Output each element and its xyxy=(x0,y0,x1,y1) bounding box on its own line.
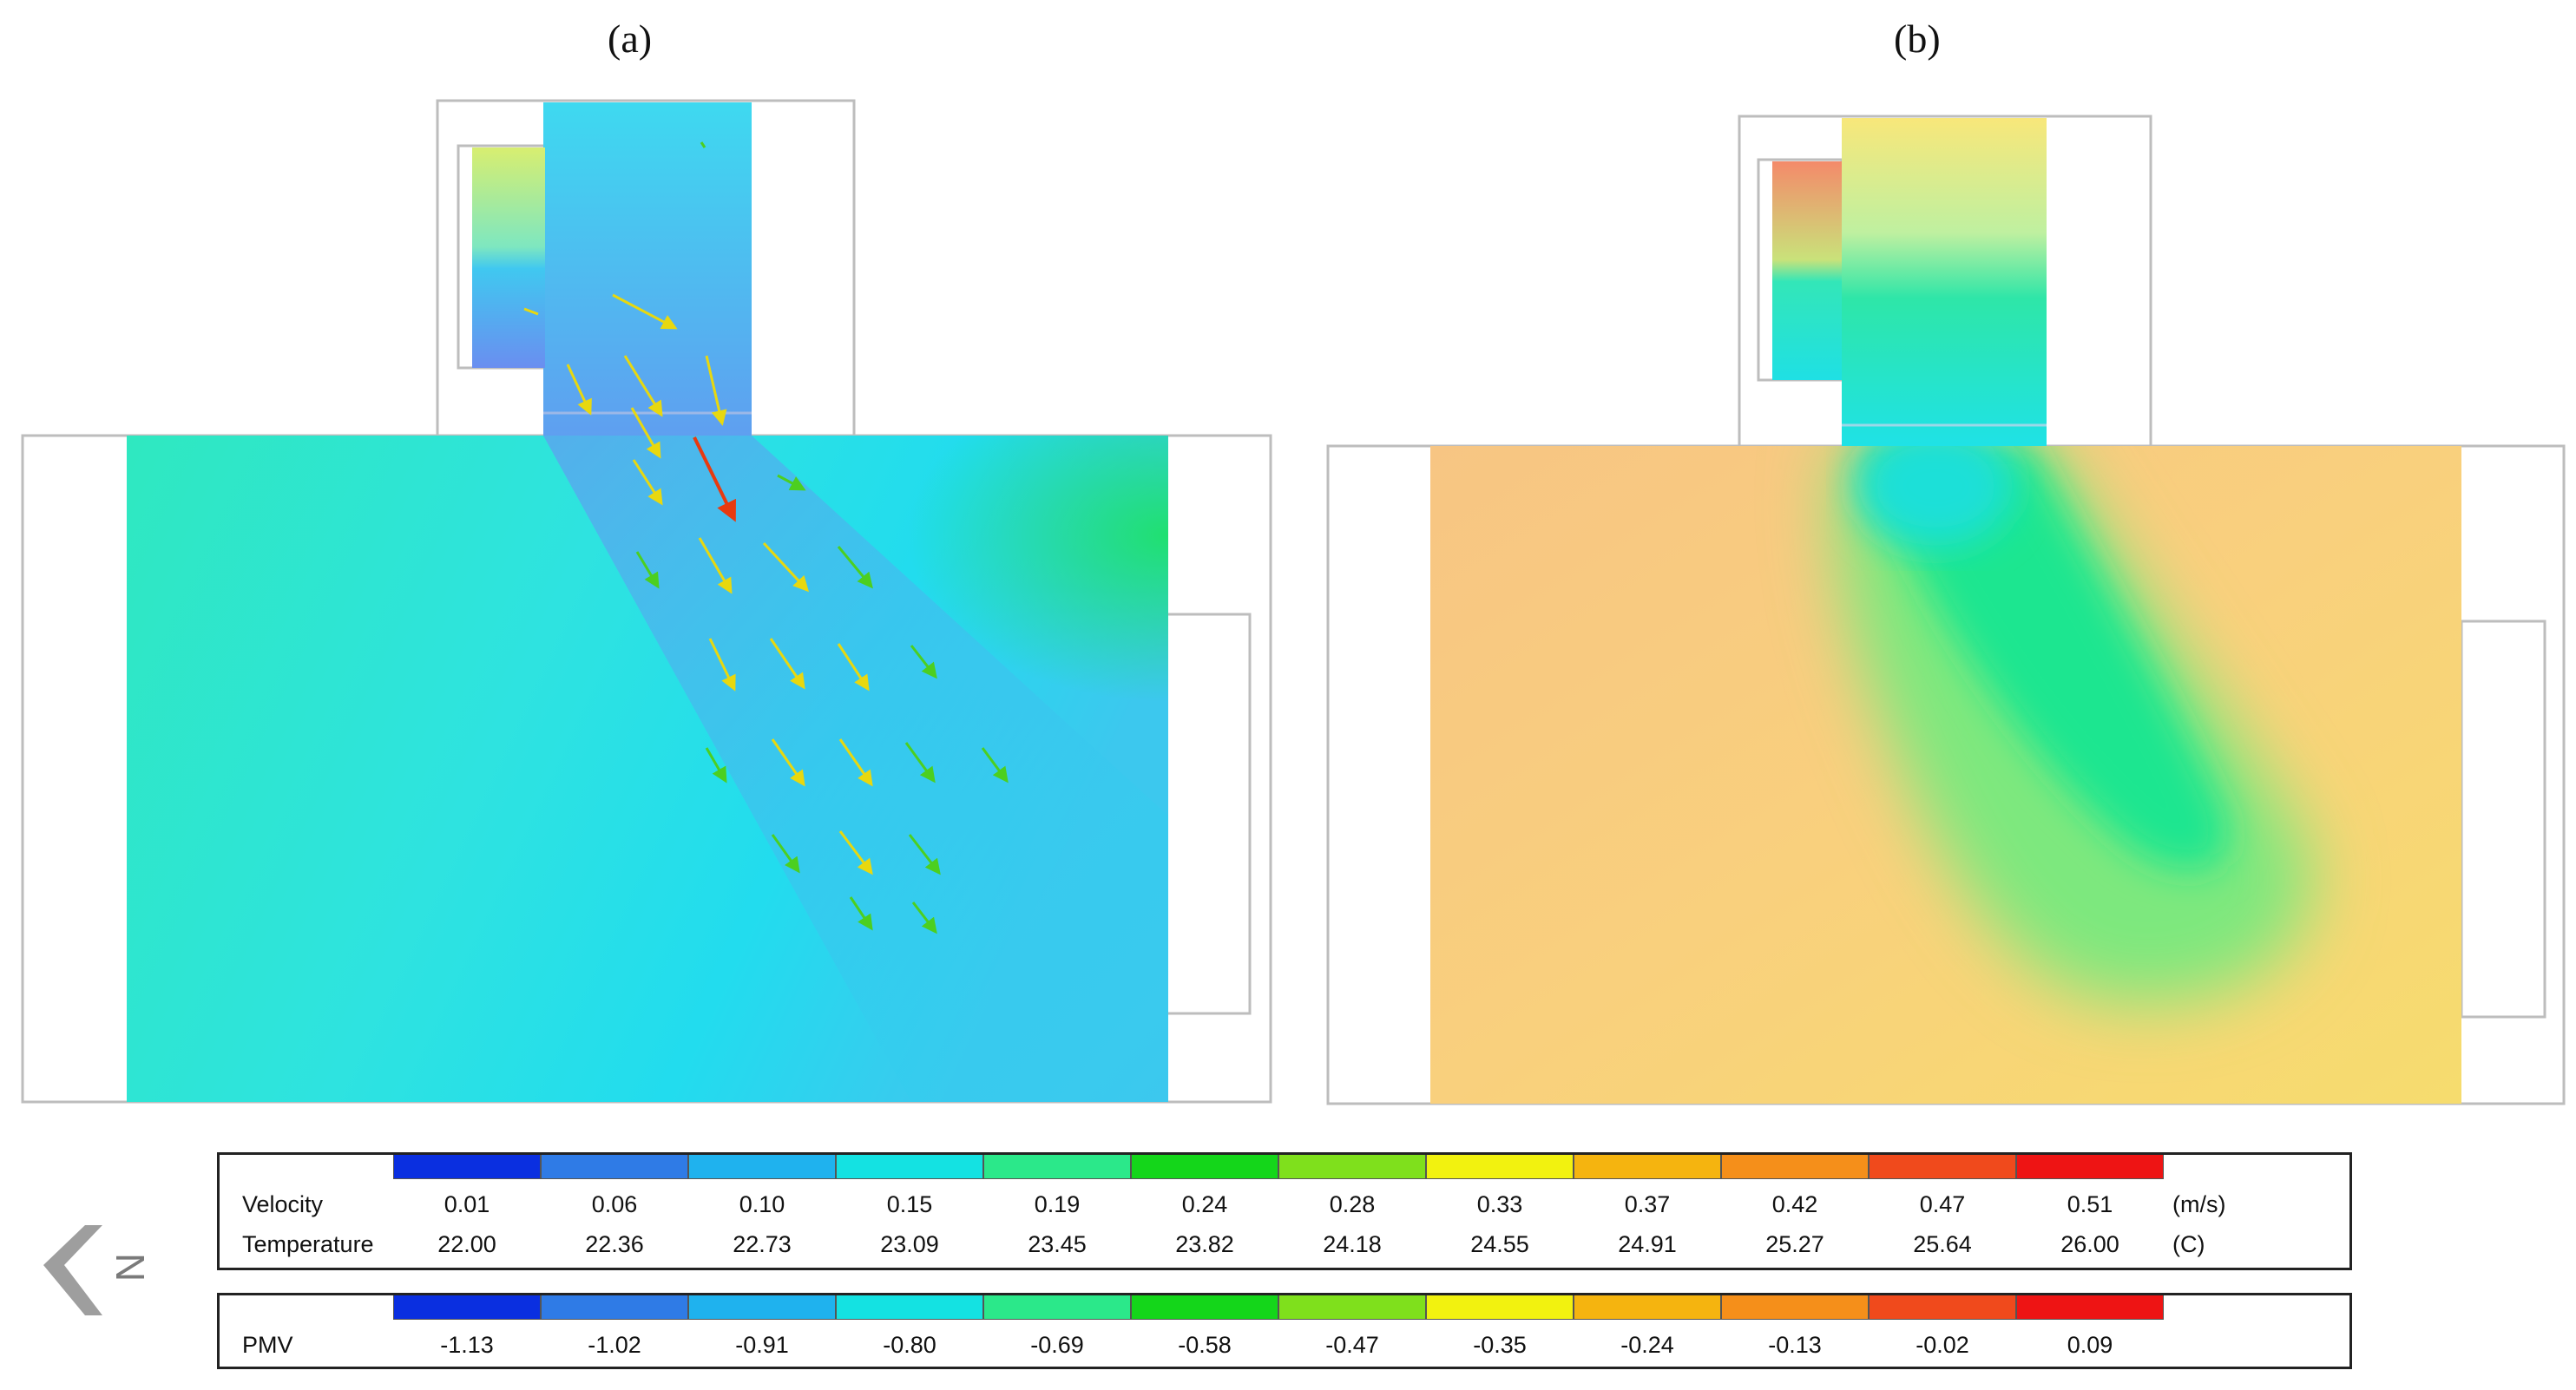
caption-a: (a) xyxy=(608,16,653,61)
temperature-value: 24.55 xyxy=(1470,1231,1529,1257)
compass-direction-label: N xyxy=(108,1253,153,1282)
color-swatch-6 xyxy=(1278,1295,1426,1320)
pmv-value: -0.91 xyxy=(735,1332,789,1358)
velocity-value: 0.47 xyxy=(1919,1191,1966,1217)
color-swatch-8 xyxy=(1574,1155,1721,1179)
color-swatch-10 xyxy=(1869,1155,2016,1179)
velocity-label: Velocity xyxy=(242,1191,324,1217)
velocity-value: 0.51 xyxy=(2067,1191,2113,1217)
velocity-value: 0.06 xyxy=(591,1191,638,1217)
temperature-value: 22.73 xyxy=(733,1231,792,1257)
velocity-value: 0.37 xyxy=(1624,1191,1671,1217)
pmv-inlet-b xyxy=(1842,118,2047,446)
pmv-value: -0.47 xyxy=(1325,1332,1379,1358)
legend-pmv: PMV -1.13 -1.02 -0.91 -0.80 -0.69 -0.58 -0.47 -… xyxy=(217,1293,2352,1369)
temperature-value: 22.00 xyxy=(437,1231,496,1257)
pmv-value: -0.02 xyxy=(1916,1332,1969,1358)
temperature-value: 23.82 xyxy=(1175,1231,1234,1257)
color-swatch-5 xyxy=(1131,1295,1278,1320)
color-swatch-5 xyxy=(1131,1155,1278,1179)
pmv-value: 0.09 xyxy=(2067,1332,2113,1358)
pmv-value: -1.02 xyxy=(588,1332,641,1358)
color-swatch-7 xyxy=(1426,1155,1574,1179)
velocity-value: 0.19 xyxy=(1034,1191,1081,1217)
temperature-value: 25.27 xyxy=(1765,1231,1824,1257)
color-swatch-8 xyxy=(1574,1295,1721,1320)
color-swatch-9 xyxy=(1721,1155,1869,1179)
temperature-unit: (C) xyxy=(2172,1231,2205,1257)
pmv-label: PMV xyxy=(242,1332,293,1358)
color-swatch-2 xyxy=(688,1295,836,1320)
velocity-plume-a xyxy=(543,436,1168,1102)
caption-b: (b) xyxy=(1894,16,1941,61)
north-compass-icon: N xyxy=(43,1225,153,1315)
color-swatch-9 xyxy=(1721,1295,1869,1320)
color-swatch-0 xyxy=(393,1295,541,1320)
velocity-unit: (m/s) xyxy=(2172,1191,2226,1217)
temperature-value: 26.00 xyxy=(2060,1231,2119,1257)
legend-velocity-temperature: Velocity Temperature 0.01 0.06 0.10 0.15 0.1… xyxy=(217,1152,2352,1270)
color-swatch-2 xyxy=(688,1155,836,1179)
pmv-value: -1.13 xyxy=(440,1332,494,1358)
color-swatch-3 xyxy=(836,1155,983,1179)
side-box-outline-b xyxy=(2460,620,2546,1019)
pmv-value: -0.69 xyxy=(1030,1332,1084,1358)
color-swatch-11 xyxy=(2016,1295,2164,1320)
temperature-value: 24.18 xyxy=(1323,1231,1382,1257)
color-swatch-1 xyxy=(541,1295,688,1320)
color-swatch-3 xyxy=(836,1295,983,1320)
velocity-value: 0.33 xyxy=(1476,1191,1523,1217)
temperature-value: 23.09 xyxy=(880,1231,939,1257)
temperature-value: 24.91 xyxy=(1618,1231,1677,1257)
color-swatch-4 xyxy=(983,1295,1131,1320)
pmv-value: -0.24 xyxy=(1620,1332,1674,1358)
pmv-value: -0.58 xyxy=(1178,1332,1232,1358)
pmv-small-zone-b xyxy=(1772,161,1842,380)
pmv-value: -0.80 xyxy=(883,1332,936,1358)
color-swatch-10 xyxy=(1869,1295,2016,1320)
color-swatch-11 xyxy=(2016,1155,2164,1179)
color-scale-bar-pmv xyxy=(393,1295,2164,1320)
color-swatch-4 xyxy=(983,1155,1131,1179)
temperature-label: Temperature xyxy=(242,1231,374,1257)
compass-arrow-icon xyxy=(43,1225,102,1315)
color-swatch-6 xyxy=(1278,1155,1426,1179)
temperature-value: 22.36 xyxy=(585,1231,644,1257)
velocity-inlet-a xyxy=(543,102,752,436)
pmv-cool-plume-core xyxy=(1866,446,2229,870)
velocity-vectors xyxy=(523,141,1009,934)
pmv-value: -0.13 xyxy=(1768,1332,1822,1358)
velocity-value: 0.42 xyxy=(1771,1191,1818,1217)
velocity-value: 0.24 xyxy=(1181,1191,1228,1217)
velocity-value: 0.15 xyxy=(886,1191,933,1217)
color-swatch-0 xyxy=(393,1155,541,1179)
color-scale-bar xyxy=(393,1155,2164,1179)
velocity-small-zone-a xyxy=(472,148,545,368)
temperature-value: 23.45 xyxy=(1028,1231,1087,1257)
pmv-value: -0.35 xyxy=(1473,1332,1527,1358)
velocity-value: 0.01 xyxy=(444,1191,490,1217)
color-swatch-1 xyxy=(541,1155,688,1179)
velocity-value: 0.10 xyxy=(739,1191,785,1217)
color-swatch-7 xyxy=(1426,1295,1574,1320)
temperature-value: 25.64 xyxy=(1913,1231,1972,1257)
pmv-inlet-cold-spot xyxy=(1857,446,2014,547)
velocity-value: 0.28 xyxy=(1329,1191,1376,1217)
